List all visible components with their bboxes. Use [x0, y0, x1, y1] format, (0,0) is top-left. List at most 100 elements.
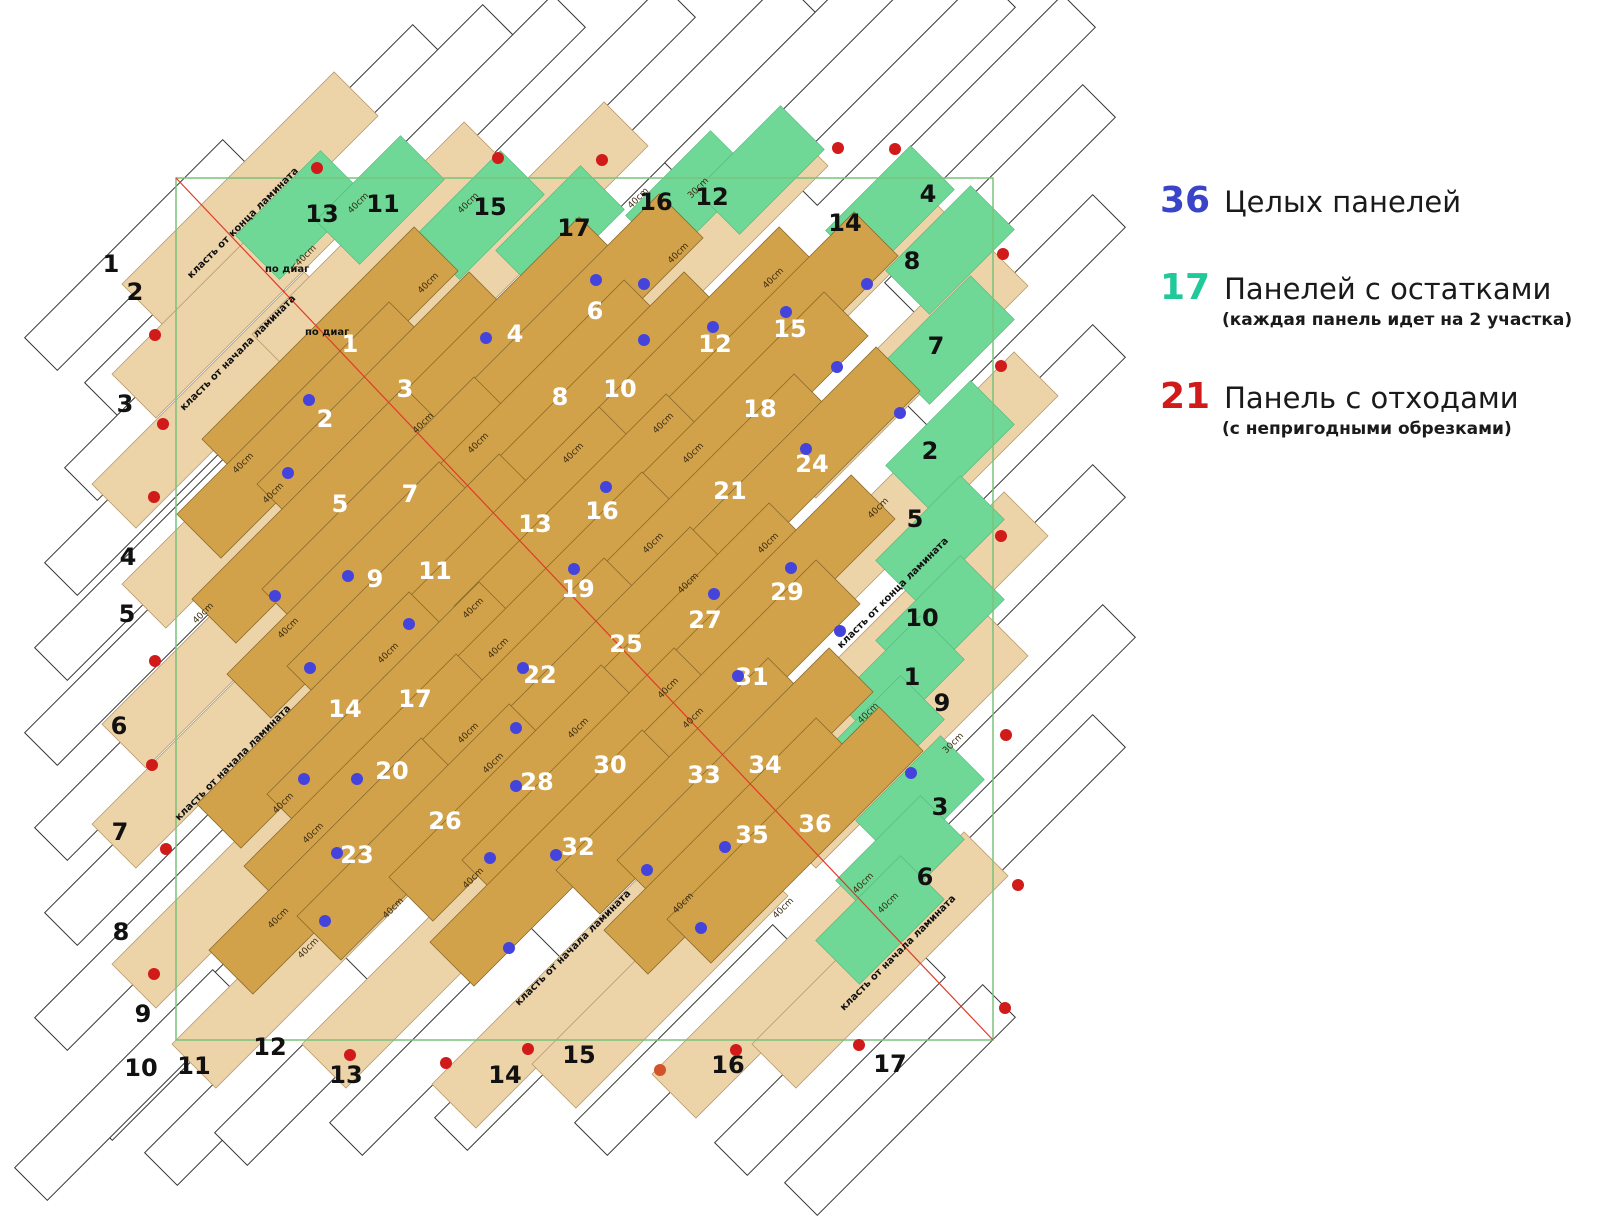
whole-dot: [638, 334, 650, 346]
by-diag-note: по диаг: [305, 327, 349, 338]
whole-panel-number: 13: [518, 510, 551, 538]
whole-dot: [831, 361, 843, 373]
whole-dot: [894, 407, 906, 419]
whole-panel-number: 10: [603, 375, 636, 403]
row-number: 1: [103, 250, 120, 278]
whole-dot: [269, 590, 281, 602]
whole-dot: [590, 274, 602, 286]
legend: 36 Целых панелей 17 Панелей с остатками …: [1160, 180, 1590, 485]
whole-panel-number: 24: [795, 450, 828, 478]
whole-panel-number: 6: [587, 297, 604, 325]
row-number: 14: [488, 1061, 521, 1089]
waste-dot: [730, 1044, 742, 1056]
whole-dot: [517, 662, 529, 674]
row-number: 7: [112, 818, 129, 846]
whole-panel-number: 16: [585, 497, 618, 525]
whole-panel-number: 23: [340, 841, 373, 869]
whole-dot: [780, 306, 792, 318]
whole-dot: [719, 841, 731, 853]
whole-dot: [905, 767, 917, 779]
whole-dot: [303, 394, 315, 406]
whole-dot: [342, 570, 354, 582]
legend-whole: 36 Целых панелей: [1160, 180, 1590, 221]
waste-dot: [160, 843, 172, 855]
whole-panel-number: 12: [698, 330, 731, 358]
row-number: 17: [873, 1050, 906, 1078]
whole-panel: [666, 706, 924, 964]
remnant-number: 4: [920, 180, 937, 208]
whole-dot: [510, 722, 522, 734]
remnant-number: 7: [928, 332, 945, 360]
waste-dot: [149, 329, 161, 341]
remnant-number: 16: [639, 188, 672, 216]
legend-remnant-label: Панелей с остатками: [1224, 272, 1552, 306]
waste-dot: [995, 360, 1007, 372]
row-number: 8: [113, 918, 130, 946]
waste-dot: [344, 1049, 356, 1061]
waste-dot: [492, 152, 504, 164]
whole-dot: [304, 662, 316, 674]
room-border: [175, 177, 994, 1041]
legend-remnant: 17 Панелей с остатками (каждая панель ид…: [1160, 267, 1590, 330]
legend-whole-count: 36: [1160, 180, 1211, 221]
row-number: 12: [253, 1033, 286, 1061]
row-number: 4: [120, 543, 137, 571]
whole-panel-number: 2: [317, 405, 334, 433]
remnant-area: [885, 380, 1015, 510]
waste-dot: [149, 655, 161, 667]
whole-dot: [480, 332, 492, 344]
row-number: 2: [127, 278, 144, 306]
whole-dot: [600, 481, 612, 493]
whole-dot: [298, 773, 310, 785]
remnant-number: 10: [905, 604, 938, 632]
row-number: 6: [111, 712, 128, 740]
remnant-area: [695, 105, 825, 235]
whole-panel-number: 1: [342, 330, 359, 358]
whole-dot: [708, 588, 720, 600]
whole-dot: [861, 278, 873, 290]
whole-dot: [331, 847, 343, 859]
remnant-area: [315, 135, 445, 265]
whole-panel-number: 19: [561, 575, 594, 603]
row-number: 10: [124, 1054, 157, 1082]
legend-waste-count: 21: [1160, 376, 1211, 417]
remnant-number: 14: [828, 209, 861, 237]
whole-panel-number: 5: [332, 490, 349, 518]
whole-dot: [785, 562, 797, 574]
whole-panel-number: 18: [743, 395, 776, 423]
remnant-number: 1: [904, 663, 921, 691]
waste-dot: [999, 1002, 1011, 1014]
whole-panel-number: 15: [773, 315, 806, 343]
whole-dot: [503, 942, 515, 954]
remnant-number: 11: [366, 190, 399, 218]
waste-dot: [596, 154, 608, 166]
legend-whole-label: Целых панелей: [1224, 185, 1462, 219]
whole-dot: [282, 467, 294, 479]
whole-dot: [834, 625, 846, 637]
waste-dot: [995, 530, 1007, 542]
whole-panel-number: 11: [418, 557, 451, 585]
waste-dot: [522, 1043, 534, 1055]
row-number: 15: [562, 1041, 595, 1069]
whole-panel-number: 22: [523, 661, 556, 689]
remnant-number: 2: [922, 437, 939, 465]
row-number: 9: [135, 1000, 152, 1028]
whole-panel-number: 32: [561, 833, 594, 861]
waste-dot: [148, 968, 160, 980]
whole-panel-number: 30: [593, 751, 626, 779]
whole-panel-number: 21: [713, 477, 746, 505]
remnant-number: 12: [695, 183, 728, 211]
outline-panel: [783, 983, 1017, 1217]
row-number: 13: [329, 1061, 362, 1089]
whole-panels: [176, 193, 924, 995]
panel-dots: [146, 142, 1024, 1076]
whole-panel-number: 3: [397, 375, 414, 403]
remnant-area: [885, 185, 1015, 315]
whole-panel-number: 14: [328, 695, 361, 723]
row-number: 3: [117, 390, 134, 418]
by-diag-note: по диаг: [265, 264, 309, 275]
waste-dot: [148, 491, 160, 503]
whole-dot: [319, 915, 331, 927]
whole-panel-number: 36: [798, 810, 831, 838]
